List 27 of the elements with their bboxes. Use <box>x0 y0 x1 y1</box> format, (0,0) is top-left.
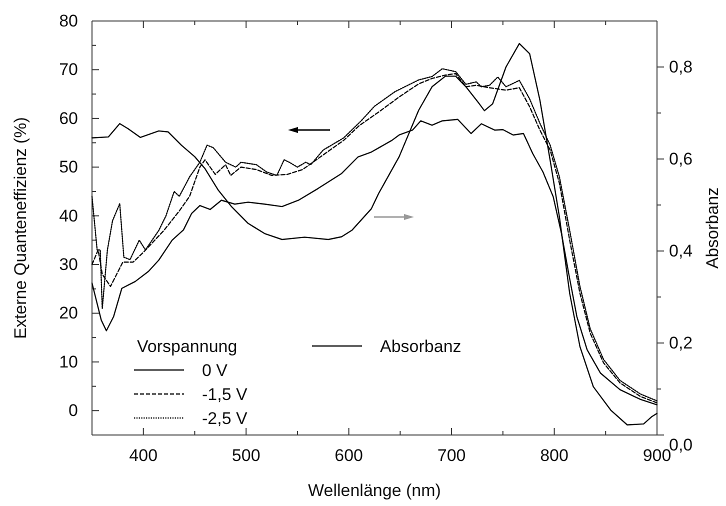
x-tick-label: 800 <box>540 446 568 466</box>
y-tick-label: 80 <box>59 11 78 30</box>
y-tick-label: 30 <box>59 254 78 274</box>
y-tick-label: 60 <box>59 108 78 128</box>
legend-label: Absorbanz <box>380 336 462 356</box>
x-tick-label: 700 <box>437 446 466 466</box>
legend-label: -2,5 V <box>202 408 248 428</box>
y2-tick-label: 0,4 <box>669 241 693 260</box>
x-tick-label: 600 <box>334 446 364 466</box>
y2-tick-label: 0,8 <box>669 57 693 76</box>
y-tick-label: 20 <box>59 304 78 323</box>
legend-label: -1,5 V <box>202 384 248 404</box>
y-tick-label: 50 <box>59 158 78 177</box>
y2-tick-label: 0,0 <box>669 435 693 454</box>
x-axis-title: Wellenlänge (nm) <box>308 481 441 500</box>
y2-tick-label: 0,2 <box>669 333 693 352</box>
y-tick-label: 0 <box>68 401 78 420</box>
legend-label: 0 V <box>202 360 228 380</box>
legend-title: Vorspannung <box>137 336 238 356</box>
y2-axis-title: Absorbanz <box>702 187 722 269</box>
x-tick-label: 400 <box>129 446 158 466</box>
y-tick-label: 40 <box>59 206 78 226</box>
y-tick-label: 10 <box>59 352 78 372</box>
y2-tick-label: 0,6 <box>669 149 693 168</box>
x-tick-label: 500 <box>232 446 260 466</box>
y-axis-title: Externe Quanteneffizienz (%) <box>10 117 30 339</box>
y-tick-label: 70 <box>59 60 78 80</box>
